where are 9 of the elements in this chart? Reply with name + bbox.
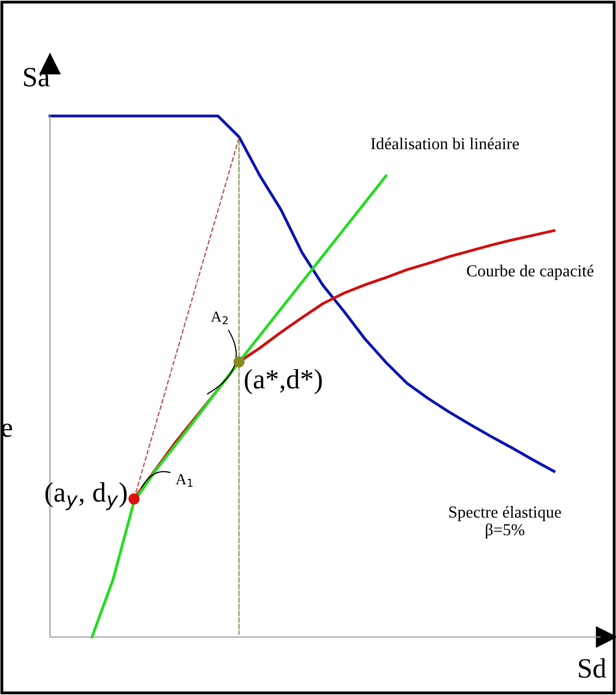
annotation: A$_{1}$ xyxy=(176,474,193,487)
x-axis-title: Sd xyxy=(578,658,606,678)
annotation: (a*,d*) xyxy=(244,369,322,394)
annotation: A$_{2}$ xyxy=(210,312,228,324)
series-label: Idéalisation bi linéaire xyxy=(370,138,519,150)
series-label: Courbe de capacité xyxy=(466,264,594,280)
y-axis-title: Sa xyxy=(24,68,50,86)
annotation: (a$_{y}$, d$_{y}$) xyxy=(45,482,127,510)
text: Spectre élastique β=5% xyxy=(449,506,561,539)
